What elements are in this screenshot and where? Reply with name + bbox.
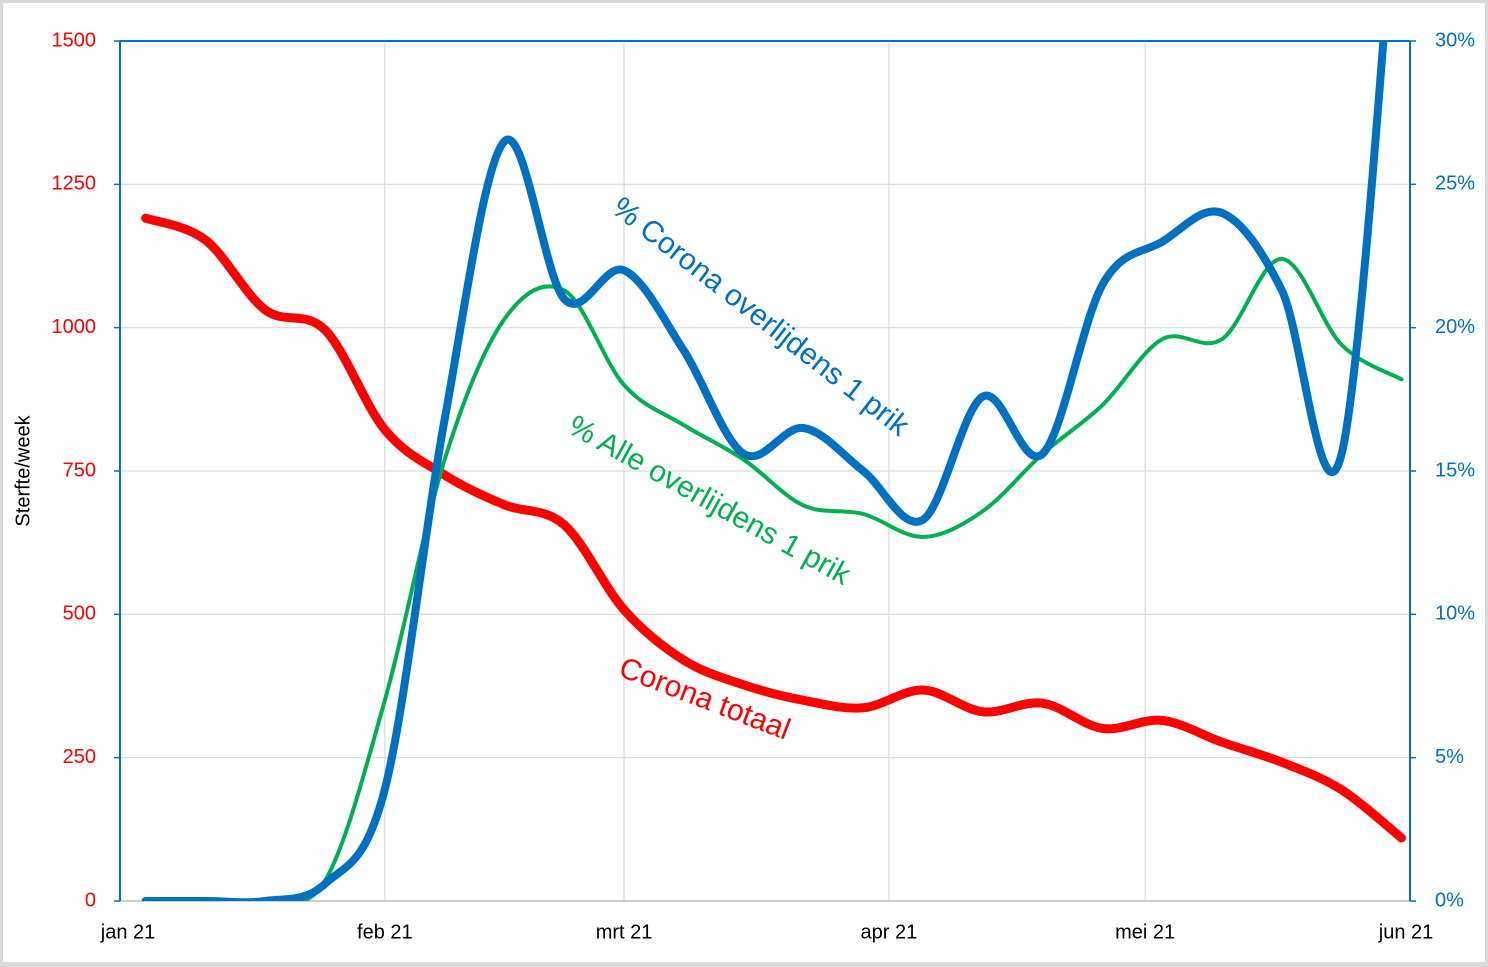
- y2-tick-label: 10%: [1435, 603, 1475, 625]
- y-tick-label: 250: [63, 746, 96, 768]
- y-tick-label: 1000: [52, 316, 97, 338]
- y-axis-title: Sterfte/week: [12, 414, 34, 526]
- x-tick-label: jan 21: [100, 921, 156, 943]
- y-tick-label: 0: [85, 889, 96, 911]
- y2-tick-label: 5%: [1435, 746, 1464, 768]
- x-tick-label: jun 21: [1378, 921, 1434, 943]
- series-line: [141, 213, 1406, 843]
- plot-area: [141, 41, 1406, 901]
- y2-tick-label: 20%: [1435, 316, 1475, 338]
- x-tick-label: mrt 21: [596, 921, 653, 943]
- y-tick-label: 500: [63, 603, 96, 625]
- y2-tick-label: 25%: [1435, 173, 1475, 195]
- y2-tick-label: 15%: [1435, 459, 1475, 481]
- chart-area: [3, 3, 1485, 962]
- x-tick-label: mei 21: [1115, 921, 1175, 943]
- y-tick-label: 750: [63, 459, 96, 481]
- x-tick-label: feb 21: [357, 921, 413, 943]
- series-line: [141, 41, 1388, 901]
- y-tick-label: 1500: [52, 29, 97, 51]
- y-tick-label: 1250: [52, 173, 97, 195]
- y2-tick-label: 0%: [1435, 889, 1464, 911]
- y2-tick-label: 30%: [1435, 29, 1475, 51]
- series-line: [143, 256, 1404, 901]
- x-tick-label: apr 21: [861, 921, 918, 943]
